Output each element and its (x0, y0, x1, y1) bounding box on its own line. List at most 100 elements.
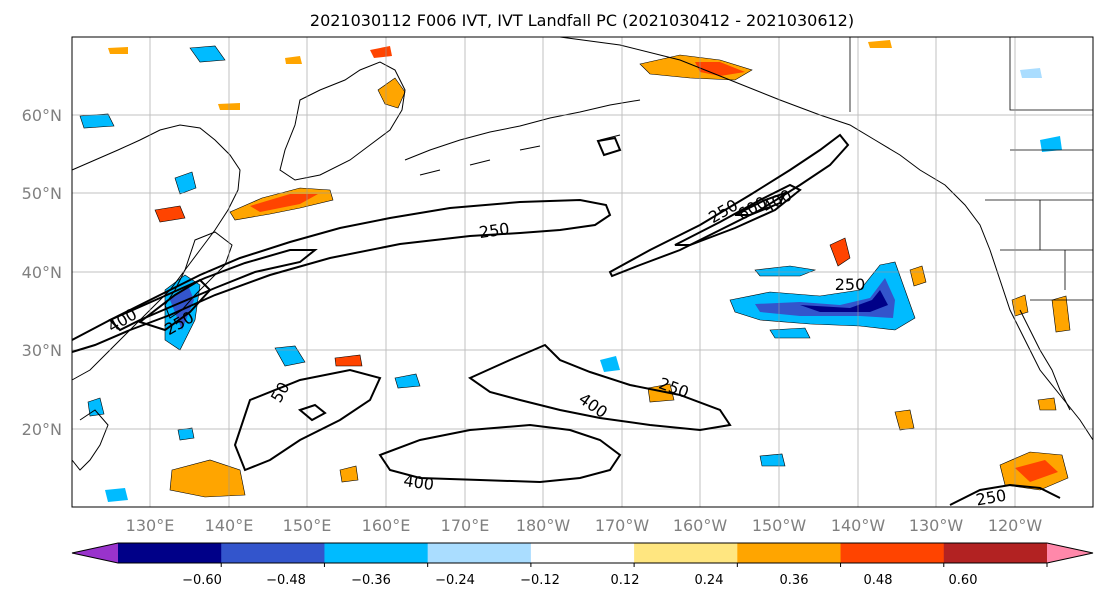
positive-patch (909, 265, 927, 287)
positive-patch (250, 194, 318, 212)
ivt-contour-600-ne (734, 191, 787, 216)
colorbar-segment (118, 543, 222, 563)
lat-label: 20°N (22, 420, 62, 439)
colorbar-tick-label: −0.60 (182, 573, 222, 588)
negative-patch (177, 427, 195, 441)
colorbar-tick-label: 0.36 (780, 573, 809, 588)
colorbar-segment (737, 543, 842, 563)
lon-label: 120°W (988, 516, 1043, 535)
lon-label: 150°E (283, 516, 332, 535)
state-border (1000, 200, 1093, 290)
positive-patch (829, 237, 851, 267)
province-border (1009, 37, 1093, 111)
colorbar-tick-label: −0.36 (351, 573, 391, 588)
colorbar-segments (71, 542, 1094, 564)
ivt-contour-250-ne (608, 133, 850, 278)
negative-patch (800, 290, 888, 312)
colorbar-tick-label: 0.24 (695, 573, 724, 588)
ivt-contour-400-south (378, 423, 622, 484)
map-frame (71, 36, 1094, 508)
colorbar-outline (71, 542, 1094, 564)
lon-label: 180°W (516, 516, 571, 535)
lat-label: 50°N (22, 184, 62, 203)
positive-patch (868, 40, 892, 48)
ivt-contour-250-wide (233, 368, 382, 472)
negative-patch (174, 171, 197, 195)
negative-patch (1020, 68, 1042, 78)
colorbar-segment (427, 543, 532, 563)
lon-label: 130°W (909, 516, 964, 535)
positive-patch (154, 205, 186, 223)
ivt-contour-small (596, 136, 622, 157)
contour-label: 400 (402, 471, 435, 494)
positive-patch (377, 77, 406, 109)
island-chain (419, 134, 621, 176)
lon-label: 170°W (595, 516, 650, 535)
positive-patch (1051, 295, 1071, 333)
baja-california (1019, 309, 1071, 411)
lon-label: 170°E (441, 516, 490, 535)
colorbar-segment (634, 543, 738, 563)
positive-patch (334, 354, 363, 367)
lon-label: 140°W (831, 516, 886, 535)
ivt-contour-400-jet (108, 249, 318, 332)
figure-title: 2021030112 F006 IVT, IVT Landfall PC (20… (310, 11, 854, 30)
lat-labels: 60°N 50°N 40°N 30°N 20°N (22, 106, 62, 439)
colorbar-segment (530, 543, 635, 563)
negative-patch (274, 345, 306, 367)
lon-labels: 130°E 140°E 150°E 160°E 170°E 180°W 170°… (126, 516, 1043, 535)
positive-patch (108, 47, 128, 54)
ivt-contour-250-jet (71, 198, 612, 353)
lon-label: 130°E (126, 516, 175, 535)
positive-patch (894, 409, 915, 431)
ivt-contour-400-ne (674, 183, 802, 246)
negative-patch (79, 113, 115, 129)
positive-patch (647, 383, 675, 403)
negative-patch (1040, 136, 1062, 152)
map-panel: 250 250 400 600 250 400 250 400 250 400 … (71, 36, 1094, 510)
colorbar-segment (221, 543, 325, 563)
colorbar-extend-max (1047, 543, 1093, 563)
negative-patch (600, 356, 620, 372)
coastline-asia (71, 124, 241, 381)
political-boundaries (849, 37, 1093, 301)
positive-patch (1011, 294, 1029, 317)
contour-label: 250 (835, 275, 866, 294)
colorbar-labels: −0.60 −0.48 −0.36 −0.24 −0.12 0.12 0.24 … (182, 573, 977, 588)
ivt-positive-shading (108, 40, 1071, 498)
colorbar-tick-label: 0.60 (949, 573, 978, 588)
colorbar: −0.60 −0.48 −0.36 −0.24 −0.12 0.12 0.24 … (71, 542, 1094, 588)
positive-patch (169, 459, 246, 498)
ivt-contour-small (297, 403, 327, 422)
lon-label: 160°E (362, 516, 411, 535)
ivt-contour-250-se (949, 483, 1061, 506)
positive-patch (339, 465, 359, 483)
lon-label: 150°W (752, 516, 807, 535)
colorbar-segment (943, 543, 1048, 563)
colorbar-tick-label: 0.48 (864, 573, 893, 588)
lat-label: 40°N (22, 263, 62, 282)
positive-patch (1037, 397, 1057, 411)
colorbar-tick-label: −0.24 (435, 573, 475, 588)
colorbar-segment (840, 543, 945, 563)
lon-label: 160°W (673, 516, 728, 535)
colorbar-segment (324, 543, 429, 563)
lon-label: 140°E (205, 516, 254, 535)
negative-patch (105, 488, 128, 502)
positive-patch (285, 56, 302, 64)
colorbar-tick-label: 0.12 (611, 573, 640, 588)
colorbar-ticks (220, 563, 1048, 567)
negative-patch (394, 373, 421, 389)
coastline-alaska (559, 36, 1094, 441)
colorbar-tick-label: −0.48 (266, 573, 306, 588)
aleutians (404, 99, 641, 161)
ivt-contours (71, 133, 1061, 506)
gridlines (72, 37, 1093, 507)
contour-label: 250 (478, 219, 511, 242)
negative-patch (189, 45, 226, 63)
coastline-philippines (71, 409, 109, 471)
negative-patch (769, 327, 811, 339)
colorbar-tick-label: −0.12 (520, 573, 560, 588)
ivt-contour-250-south (467, 343, 732, 432)
